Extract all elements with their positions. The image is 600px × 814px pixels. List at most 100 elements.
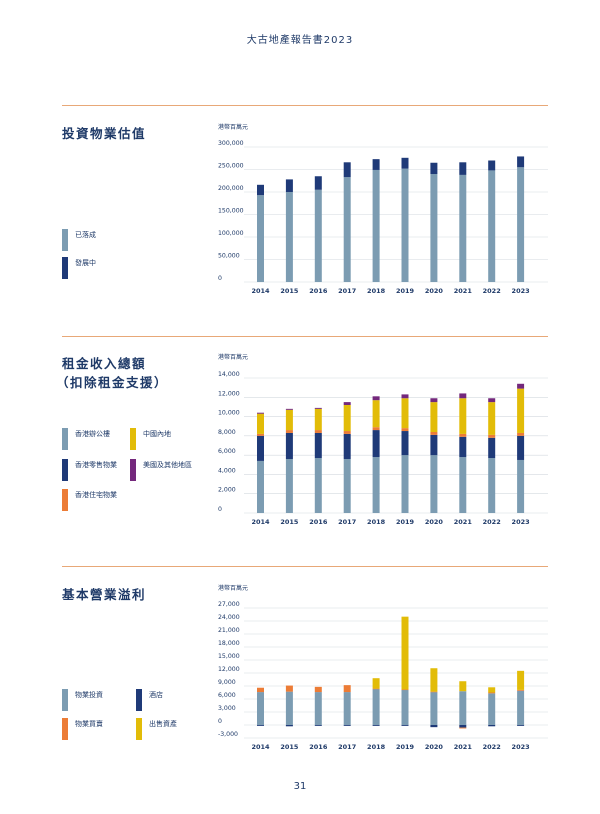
legend-label: 物業買賣 <box>75 720 103 728</box>
unit-label: 港幣百萬元 <box>218 123 248 131</box>
bar-segment <box>257 460 264 513</box>
bar-segment <box>314 725 322 726</box>
x-tick-label: 2019 <box>396 518 415 526</box>
unit-label: 港幣百萬元 <box>218 353 248 361</box>
bar-segment <box>430 398 438 403</box>
bar-segment <box>517 388 525 433</box>
unit-label: 港幣百萬元 <box>218 584 248 592</box>
x-tick-label: 2021 <box>454 518 473 526</box>
bar-segment <box>372 725 380 726</box>
y-tick-label: 6,000 <box>218 692 236 699</box>
bar-segment <box>430 432 438 435</box>
legend-swatch <box>136 718 142 740</box>
bar-segment <box>285 691 293 725</box>
bar-segment <box>372 396 380 401</box>
bar-segment <box>372 159 380 170</box>
legend-swatch <box>62 689 68 711</box>
bar-segment <box>517 689 525 691</box>
bar-segment <box>459 436 467 458</box>
bar-segment <box>488 398 496 403</box>
x-tick-label: 2023 <box>512 743 530 751</box>
bar-segment <box>517 459 525 513</box>
bar-segment <box>343 162 351 178</box>
bar-segment <box>517 670 525 690</box>
legend-swatch <box>62 257 68 279</box>
bar-segment <box>517 383 525 389</box>
y-tick-label: 0 <box>218 506 222 513</box>
bar-segment <box>459 433 467 437</box>
x-tick-label: 2016 <box>309 743 328 751</box>
y-tick-label: 21,000 <box>218 627 240 634</box>
bar-segment <box>343 692 351 725</box>
bar-segment <box>372 457 380 513</box>
x-tick-label: 2018 <box>367 743 386 751</box>
legend-item-hotels: 酒店 <box>136 689 163 711</box>
legend-swatch <box>62 459 68 481</box>
section-divider <box>62 566 548 567</box>
bar-segment <box>430 455 438 513</box>
section-title-investment-valuation: 投資物業估值 <box>62 124 146 143</box>
y-tick-label: 24,000 <box>218 614 240 621</box>
y-tick-label: 18,000 <box>218 640 240 647</box>
section-divider <box>62 336 548 337</box>
y-tick-label: 15,000 <box>218 653 240 660</box>
y-tick-label: 12,000 <box>218 666 240 673</box>
bar-segment <box>401 616 409 690</box>
bar-segment <box>401 455 409 513</box>
section-title-line: 基本營業溢利 <box>62 587 147 602</box>
bar-segment <box>285 459 293 513</box>
bar-segment <box>430 668 438 692</box>
x-tick-label: 2020 <box>425 518 444 526</box>
bar-segment <box>314 408 322 431</box>
bar-segment <box>401 431 409 456</box>
y-tick-label: 27,000 <box>218 601 240 608</box>
bar-segment <box>314 692 322 725</box>
bar-segment <box>257 433 264 436</box>
bar-segment <box>517 432 525 436</box>
y-tick-label: 200,000 <box>218 185 244 192</box>
bar-segment <box>517 167 525 282</box>
bar-segment <box>372 169 380 282</box>
x-tick-label: 2022 <box>483 518 501 526</box>
bar-segment <box>343 431 351 434</box>
bar-segment <box>488 437 496 459</box>
bar-segment <box>257 687 264 693</box>
section-title-rental-income: 租金收入總額 （扣除租金支援） <box>56 354 168 392</box>
section-title-line: 租金收入總額 <box>62 356 147 371</box>
x-tick-label: 2018 <box>367 287 386 295</box>
legend-label: 香港辦公樓 <box>75 430 110 438</box>
y-tick-label: 2,000 <box>218 487 236 494</box>
x-tick-label: 2014 <box>251 287 270 295</box>
bar-segment <box>488 725 496 727</box>
x-tick-label: 2021 <box>454 743 473 751</box>
legend-swatch <box>62 718 68 740</box>
legend-swatch <box>136 689 142 711</box>
bar-segment <box>343 433 351 459</box>
bar-segment <box>257 184 264 196</box>
x-tick-label: 2019 <box>396 287 415 295</box>
x-tick-label: 2021 <box>454 287 473 295</box>
section-title-line: 投資物業估值 <box>62 126 147 141</box>
y-tick-label: 4,000 <box>218 467 236 474</box>
bar-segment <box>430 174 438 282</box>
bar-segment <box>257 413 264 434</box>
legend-item-completed: 已落成 <box>62 229 96 251</box>
bar-segment <box>430 725 438 728</box>
bar-segment <box>430 691 438 693</box>
x-tick-label: 2019 <box>396 743 415 751</box>
y-tick-label: 0 <box>218 275 222 282</box>
bar-segment <box>488 687 496 693</box>
bar-segment <box>459 691 467 725</box>
bar-segment <box>401 398 409 429</box>
section-title-operating-profit: 基本營業溢利 <box>62 585 146 604</box>
legend-item-usa-other: 美國及其他地區 <box>130 459 192 481</box>
bar-segment <box>343 402 351 405</box>
legend-label: 香港零售物業 <box>75 461 117 469</box>
bar-segment <box>459 398 467 434</box>
legend-swatch <box>62 428 68 450</box>
legend-label: 發展中 <box>75 259 96 267</box>
bar-segment <box>372 678 380 689</box>
legend-swatch <box>62 489 68 511</box>
